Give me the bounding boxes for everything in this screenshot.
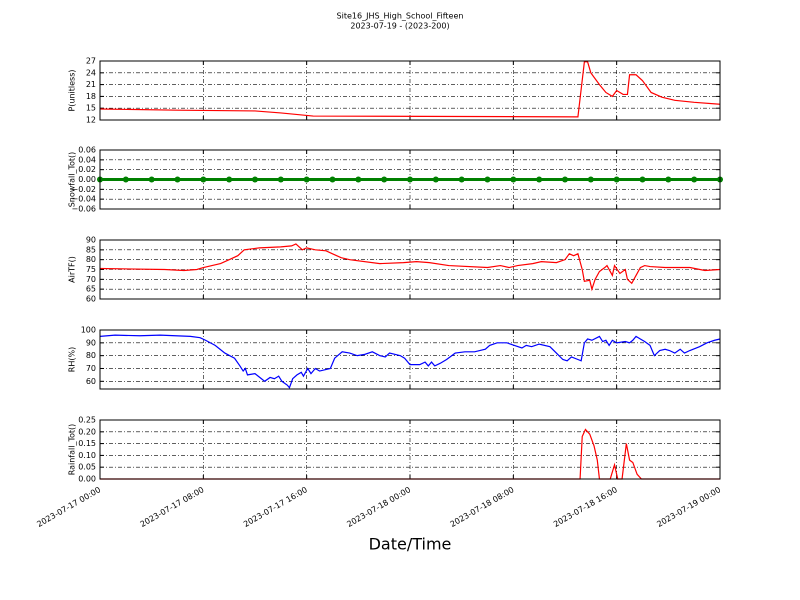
y-tick-label: 0.04 [78, 155, 96, 164]
data-point [329, 176, 336, 183]
y-tick-label: 0.15 [78, 439, 96, 448]
y-axis-label: Rainfall_Tot() [68, 424, 77, 476]
y-tick-label: 27 [86, 57, 96, 66]
y-tick-label: 85 [86, 245, 96, 254]
y-tick-label: −0.02 [71, 185, 96, 194]
chart-title: Site16_JHS_High_School_Fifteen [337, 12, 464, 21]
y-tick-label: 60 [86, 377, 96, 386]
chart-subtitle: 2023-07-19 - (2023-200) [350, 22, 449, 31]
y-tick-label: 0.25 [78, 416, 96, 425]
data-point [122, 176, 129, 183]
data-point [148, 176, 155, 183]
data-point [252, 176, 258, 183]
data-line [100, 428, 720, 480]
x-tick-label: 2023-07-18 00:00 [345, 485, 412, 529]
y-axis-label: Snowfall_Tot() [68, 152, 77, 208]
y-tick-label: 0.00 [78, 175, 96, 184]
data-point [639, 176, 646, 183]
y-tick-label: 24 [86, 68, 96, 77]
y-tick-label: 0.20 [78, 427, 96, 436]
data-point [587, 176, 594, 183]
axes-frame [99, 239, 721, 300]
axes-frame [99, 419, 721, 480]
data-point [381, 176, 388, 183]
data-point [613, 176, 620, 183]
x-tick-label: 2023-07-17 16:00 [242, 485, 309, 529]
data-point [691, 176, 698, 183]
y-tick-label: 60 [86, 295, 96, 304]
y-tick-label: 70 [86, 364, 96, 373]
data-point [432, 176, 439, 183]
data-point [303, 176, 310, 183]
data-line [99, 61, 721, 118]
data-point [510, 176, 517, 183]
data-point [200, 176, 207, 183]
y-tick-label: 18 [86, 92, 96, 101]
y-tick-label: 80 [86, 255, 96, 264]
y-tick-label: −0.04 [71, 195, 96, 204]
y-tick-label: 12 [86, 116, 96, 125]
x-tick-label: 2023-07-17 00:00 [35, 485, 102, 529]
y-tick-label: 15 [86, 104, 96, 113]
axes-frame [99, 329, 721, 390]
data-point [407, 176, 413, 183]
data-point [226, 176, 233, 183]
x-tick-label: 2023-07-18 16:00 [552, 485, 619, 529]
y-tick-label: 100 [81, 326, 96, 335]
y-tick-label: −0.06 [71, 205, 96, 214]
y-tick-label: 70 [86, 275, 96, 284]
y-axis-label: AirTF() [68, 256, 77, 283]
y-axis-label: P(unitless) [68, 69, 77, 111]
data-point [665, 176, 672, 183]
data-point [174, 176, 181, 183]
x-tick-label: 2023-07-17 08:00 [139, 485, 206, 529]
data-point [277, 176, 284, 183]
y-tick-label: 90 [86, 236, 96, 245]
y-tick-label: 65 [86, 285, 96, 294]
x-axis-label: Date/Time [369, 535, 452, 554]
data-point [484, 176, 491, 183]
y-tick-label: 0.10 [78, 451, 96, 460]
y-tick-label: 0.05 [78, 463, 96, 472]
x-tick-label: 2023-07-18 08:00 [449, 485, 516, 529]
y-tick-label: 21 [86, 80, 96, 89]
y-axis-label: RH(%) [68, 347, 77, 372]
y-tick-label: 0.02 [78, 165, 96, 174]
data-point [458, 176, 465, 183]
y-tick-label: 75 [86, 265, 96, 274]
data-line [99, 334, 721, 389]
data-point [562, 176, 568, 183]
y-tick-label: 0.00 [78, 475, 96, 484]
y-tick-label: 80 [86, 351, 96, 360]
data-point [536, 176, 543, 183]
data-line [99, 243, 721, 292]
axes-frame [99, 60, 721, 121]
axes-frame [99, 149, 721, 210]
x-tick-label: 2023-07-19 00:00 [655, 485, 722, 529]
y-tick-label: 90 [86, 338, 96, 347]
y-tick-label: 0.06 [78, 146, 96, 155]
data-point [355, 176, 362, 183]
